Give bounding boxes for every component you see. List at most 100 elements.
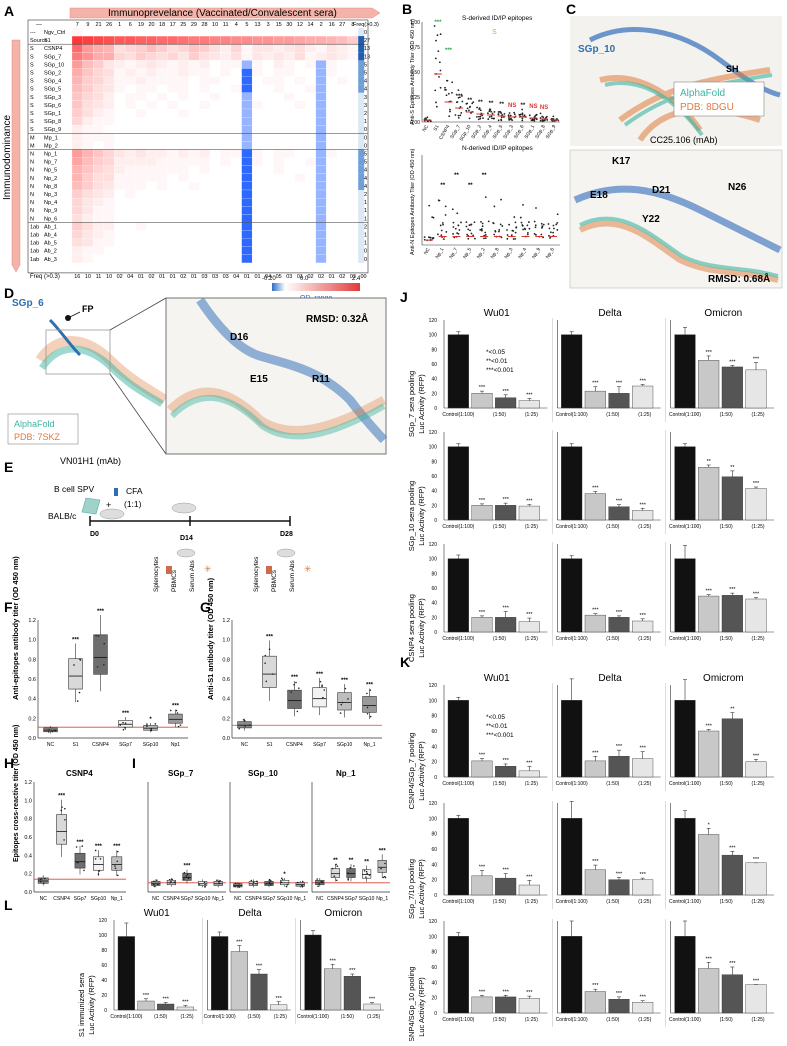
panel-b-bottom-xtick: Np_3 [504,247,515,260]
heatmap-cell [71,116,83,126]
heatmap-cell [114,141,126,150]
box-xtick: SGp10 [359,896,375,902]
heatmap-cell [177,165,189,174]
heatmap-col-header: 26 [106,22,112,28]
heatmap-cell [241,149,253,158]
panel-b-bottom-point [494,230,497,232]
heatmap-col-header: 28 [201,22,207,28]
heatmap-freq-header: Freq(>0.3) [353,22,379,28]
panel-b-bottom-point [514,221,517,224]
heatmap-cell [220,189,232,199]
heatmap-cell [336,214,348,223]
heatmap-cell [294,173,306,183]
heatmap-cell [209,165,221,174]
heatmap-cell [241,108,253,118]
bar-sig: *** [526,392,533,398]
heatmap-row-freq: 5 [364,160,367,166]
bar-xtick: (1:25) [274,1014,287,1020]
heatmap-cell [177,141,189,150]
panel-b-top-point [460,112,463,114]
box-point [116,860,119,863]
heatmap-cell [241,230,253,239]
heatmap-cell [167,165,179,174]
bar [157,1003,175,1011]
heatmap-cell [114,52,126,61]
heatmap-cell [82,149,94,158]
heatmap-cell [273,60,285,69]
sample-pbmcs-d14: PBMCs [171,569,178,592]
heatmap-cell [146,165,157,174]
bar [561,446,583,521]
heatmap-cell [188,214,200,223]
box-point [234,885,236,888]
heatmap-cell [305,198,316,207]
box-point [173,881,176,883]
box-xtick: NC [241,742,249,748]
heatmap-cell [156,76,168,85]
box-ytick: 1.0 [28,638,36,644]
bar-sig: *** [705,350,712,356]
heatmap-cell [241,133,253,142]
heatmap-cell [326,214,338,223]
heatmap: 7 9 21 26 1 6 19 20 18 17 25 29 28 10 11 4 5 13 3 15 30 12 14 2… [27,19,370,280]
heatmap-row-label: Np_4 [44,200,57,206]
heatmap-cell [177,100,189,110]
panel-b-bottom-point [524,228,527,231]
heatmap-row-freq: 3 [364,103,367,109]
panel-b-top-ytick: 0.50 [410,70,420,76]
panel-d-structure-zoom [165,297,387,455]
day-d14: D14 [180,535,193,542]
heatmap-cell [82,100,94,110]
bar-xtick: (1:50) [606,1017,619,1023]
heatmap-cell [71,100,83,110]
heatmap-cell [146,60,157,69]
box-xtick: NC [234,896,242,902]
panel-b-bottom-point [514,231,517,234]
heatmap-cell [71,206,83,215]
heatmap-cell [135,52,147,61]
bar-sig: *** [479,610,486,616]
heatmap-cell [326,254,338,264]
panel-b-top-sig: *** [456,94,464,100]
heatmap-row-label: Ngv_Ctrl [44,30,65,36]
box-point [353,865,355,867]
bar-ytick: 20 [101,993,107,999]
heatmap-cell [283,52,295,61]
panel-b-top-point [508,118,511,121]
heatmap-cell [114,44,126,53]
sample-serum-d14: Serum Abs [189,559,196,592]
heatmap-cell [82,198,94,207]
box-ytick: 1.0 [24,798,32,804]
bar-ytick: 80 [431,571,437,577]
heatmap-cell [156,141,168,150]
panel-b-bottom-point [428,236,430,239]
heatmap-row-label: SGp_3 [44,95,61,101]
bar [363,1003,381,1011]
heatmap-cell [71,189,83,199]
heatmap-cell [220,230,232,239]
box-point [234,882,237,885]
panel-b-top-point [491,112,494,115]
box-point [95,634,97,637]
heatmap-cell [188,116,200,126]
bar-sig: *** [502,605,509,611]
heatmap-cell [252,133,263,142]
box-xtick: SGp7 [119,742,132,748]
heatmap-row-label: Np_3 [44,192,57,198]
heatmap-cell [283,254,295,264]
heatmap-cell [209,181,221,191]
heatmap-cell [199,52,210,61]
box-ytick: 1.0 [222,638,230,644]
heatmap-cell [241,222,253,231]
heatmap-cell [135,165,147,174]
heatmap-cell [283,125,295,134]
heatmap-row-label: SGp_10 [44,62,64,68]
heatmap-cell [124,84,136,93]
panel-b-top-point [528,114,531,117]
panel-b-bottom-point [480,228,483,230]
heatmap-cell [103,92,115,102]
heatmap-cell [156,214,168,223]
panel-b-bottom-point [460,221,462,224]
heatmap-cell [114,68,126,77]
box-point [366,692,368,695]
